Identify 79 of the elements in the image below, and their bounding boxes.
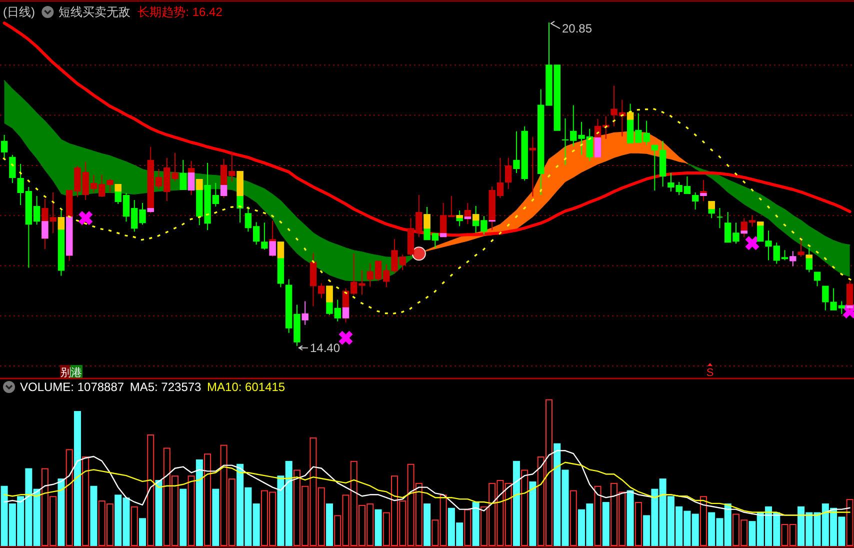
bar — [42, 221, 48, 239]
bar — [188, 172, 195, 191]
bar — [570, 490, 577, 546]
bar — [424, 503, 431, 546]
bar — [440, 233, 447, 238]
bar — [220, 184, 228, 196]
bar — [82, 456, 90, 546]
bar — [472, 214, 480, 221]
candlestick — [790, 250, 796, 267]
bar — [626, 490, 634, 546]
candlestick — [0, 134, 8, 160]
bar — [464, 216, 472, 220]
text: MA10: 601415 — [207, 380, 286, 394]
candlestick — [302, 300, 308, 326]
bar — [114, 184, 122, 192]
candlestick — [505, 157, 512, 190]
bar — [472, 502, 480, 546]
candlestick — [529, 136, 536, 198]
bar — [326, 503, 333, 546]
candlestick — [814, 271, 821, 287]
bar — [204, 454, 212, 546]
bar — [269, 241, 276, 256]
chart-title: (日线) — [3, 5, 35, 19]
bar — [66, 449, 73, 546]
bar — [846, 499, 854, 546]
bar — [188, 476, 195, 546]
annotation: 20.85 — [562, 22, 592, 36]
candlestick — [261, 222, 268, 250]
bar — [130, 506, 138, 546]
bar — [196, 178, 203, 190]
bar — [58, 217, 65, 230]
bar — [700, 496, 707, 546]
bar — [464, 509, 472, 546]
bar — [634, 502, 642, 546]
bar — [740, 230, 748, 234]
chart-title: VOLUME: 1078887 — [20, 380, 124, 394]
point — [340, 332, 352, 344]
text: 长期趋势: 16.42 — [138, 5, 223, 19]
bar — [757, 222, 764, 226]
bar — [236, 170, 244, 196]
candlestick — [9, 154, 16, 184]
candlestick — [716, 208, 724, 229]
annotation: 14.40 — [310, 340, 340, 355]
bar — [456, 215, 463, 218]
bar — [342, 307, 350, 318]
bar — [212, 488, 220, 546]
bar — [74, 411, 81, 546]
bar — [326, 286, 333, 302]
bar — [147, 208, 154, 212]
bar — [139, 518, 146, 546]
point — [746, 237, 758, 250]
bar — [708, 201, 715, 210]
bar — [846, 305, 854, 308]
bar — [66, 216, 73, 256]
text: MA5: 723573 — [130, 380, 202, 394]
annotation: S — [706, 367, 714, 379]
bar — [512, 460, 520, 546]
point — [412, 246, 426, 261]
bar — [806, 254, 812, 258]
point — [80, 212, 92, 224]
candlestick — [692, 192, 699, 210]
chart-subtitle: 短线买卖无敌 — [58, 5, 131, 19]
bar — [90, 486, 98, 546]
bar — [594, 137, 602, 158]
bar — [374, 509, 382, 546]
bar — [58, 478, 65, 546]
bar — [147, 434, 154, 546]
bar — [521, 470, 528, 546]
bar — [529, 481, 536, 546]
bar — [700, 193, 707, 196]
bar — [602, 502, 610, 546]
candlestick — [180, 159, 187, 191]
bar — [424, 214, 430, 229]
candlestick — [798, 236, 804, 258]
bar — [180, 488, 187, 546]
bar — [196, 459, 203, 546]
bar — [594, 486, 602, 546]
bar — [277, 242, 284, 258]
bar — [155, 480, 162, 546]
